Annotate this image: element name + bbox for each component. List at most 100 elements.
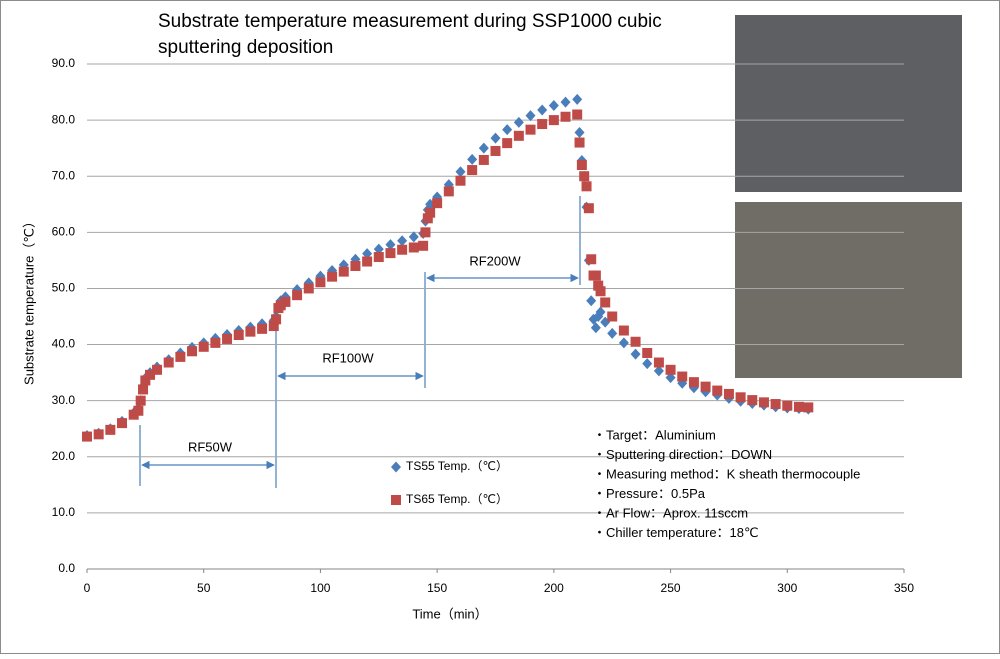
y-tick-label: 60.0 (52, 225, 76, 239)
range-arrows (139, 196, 581, 488)
point (422, 213, 433, 224)
point (525, 124, 536, 135)
point (607, 327, 618, 339)
point (723, 388, 734, 399)
point (513, 130, 524, 141)
point (793, 401, 804, 412)
y-axis-label: Substrate temperature（℃） (21, 215, 36, 385)
point (735, 392, 746, 403)
point (502, 124, 513, 136)
photo-equipment (735, 15, 962, 192)
point (537, 104, 548, 116)
point (432, 198, 443, 209)
y-tick-label: 30.0 (52, 393, 76, 407)
point (140, 375, 151, 386)
y-tick-label: 10.0 (52, 505, 76, 519)
point (590, 322, 601, 334)
point (397, 235, 408, 247)
point (630, 348, 641, 360)
point (175, 351, 186, 362)
point (373, 252, 384, 263)
annotation: RF100W (322, 350, 374, 365)
point (443, 186, 454, 197)
x-tick-label: 0 (84, 581, 91, 595)
point (373, 243, 384, 255)
y-tick-label: 80.0 (52, 112, 76, 126)
point (618, 337, 629, 349)
legend-marker (391, 461, 401, 473)
point (758, 397, 769, 408)
point (688, 377, 699, 388)
point (595, 286, 606, 297)
point (245, 326, 256, 337)
point (152, 364, 163, 375)
point (467, 153, 478, 165)
point (572, 109, 583, 120)
point (268, 321, 279, 332)
point (803, 402, 814, 413)
point (455, 166, 466, 178)
point (581, 181, 592, 192)
point (747, 395, 758, 406)
point (408, 242, 419, 253)
point (712, 385, 723, 396)
point (397, 244, 408, 255)
point (138, 384, 149, 395)
point (586, 295, 597, 307)
note: ・Chiller temperature：18℃ (593, 525, 759, 540)
point (548, 100, 559, 112)
point (586, 254, 597, 265)
legend-label: TS55 Temp.（℃） (406, 459, 508, 473)
legend-label: TS65 Temp.（℃） (406, 492, 508, 506)
point (163, 357, 174, 368)
point (560, 96, 571, 108)
point (653, 365, 664, 377)
point (642, 347, 653, 358)
chart-title: Substrate temperature measurement during… (158, 11, 662, 58)
point (280, 296, 291, 307)
note: ・Ar Flow：Aprox. 11sccm (593, 505, 748, 520)
annotation: RF50W (188, 439, 233, 454)
point (467, 165, 478, 176)
point (537, 119, 548, 130)
point (665, 372, 676, 384)
x-tick-label: 100 (310, 581, 330, 595)
point (560, 111, 571, 122)
point (362, 248, 373, 260)
point (595, 306, 606, 318)
point (574, 137, 585, 148)
point (576, 160, 587, 170)
note: ・Sputtering direction：DOWN (593, 447, 772, 462)
point (478, 142, 489, 154)
point (618, 325, 629, 336)
point (590, 270, 601, 281)
note: ・Pressure：0.5Pa (593, 486, 706, 501)
point (600, 297, 611, 308)
y-tick-label: 20.0 (52, 449, 76, 463)
point (418, 240, 429, 251)
plot: 0.0 10.0 20.0 30.0 40.0 50.0 60.0 70.0 80.0 90.0 0… (52, 56, 915, 595)
point (271, 314, 282, 325)
point (548, 115, 559, 126)
point (583, 203, 594, 214)
point (513, 116, 524, 128)
y-tick-label: 90.0 (52, 56, 76, 70)
point (133, 405, 144, 416)
point (574, 126, 585, 138)
point (478, 154, 489, 165)
point (210, 337, 221, 348)
point (338, 266, 349, 277)
point (117, 418, 128, 429)
point (187, 346, 198, 357)
point (700, 381, 711, 392)
point (782, 400, 793, 411)
point (135, 395, 146, 406)
point (408, 231, 419, 243)
point (93, 429, 104, 440)
point (579, 171, 590, 182)
legend-marker (391, 495, 401, 505)
point (653, 357, 664, 368)
x-tick-label: 150 (427, 581, 447, 595)
point (385, 239, 396, 251)
